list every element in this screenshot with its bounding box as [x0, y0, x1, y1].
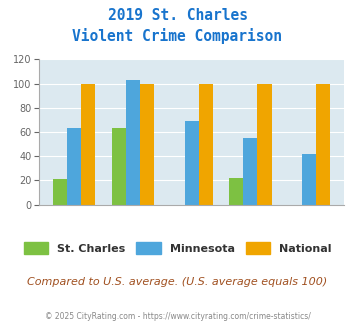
Text: Compared to U.S. average. (U.S. average equals 100): Compared to U.S. average. (U.S. average …: [27, 277, 328, 287]
Bar: [112, 128, 126, 205]
Bar: [244, 138, 257, 205]
Text: 2019 St. Charles: 2019 St. Charles: [108, 8, 247, 23]
Bar: [140, 83, 154, 205]
Bar: [316, 83, 330, 205]
Bar: [53, 179, 67, 205]
Text: Violent Crime Comparison: Violent Crime Comparison: [72, 28, 283, 44]
Legend: St. Charles, Minnesota, National: St. Charles, Minnesota, National: [18, 237, 337, 260]
Bar: [229, 178, 244, 205]
Bar: [257, 83, 272, 205]
Bar: [67, 128, 81, 205]
Bar: [81, 83, 95, 205]
Bar: [302, 154, 316, 205]
Bar: [126, 80, 140, 205]
Bar: [185, 121, 199, 205]
Text: © 2025 CityRating.com - https://www.cityrating.com/crime-statistics/: © 2025 CityRating.com - https://www.city…: [45, 312, 310, 321]
Bar: [199, 83, 213, 205]
